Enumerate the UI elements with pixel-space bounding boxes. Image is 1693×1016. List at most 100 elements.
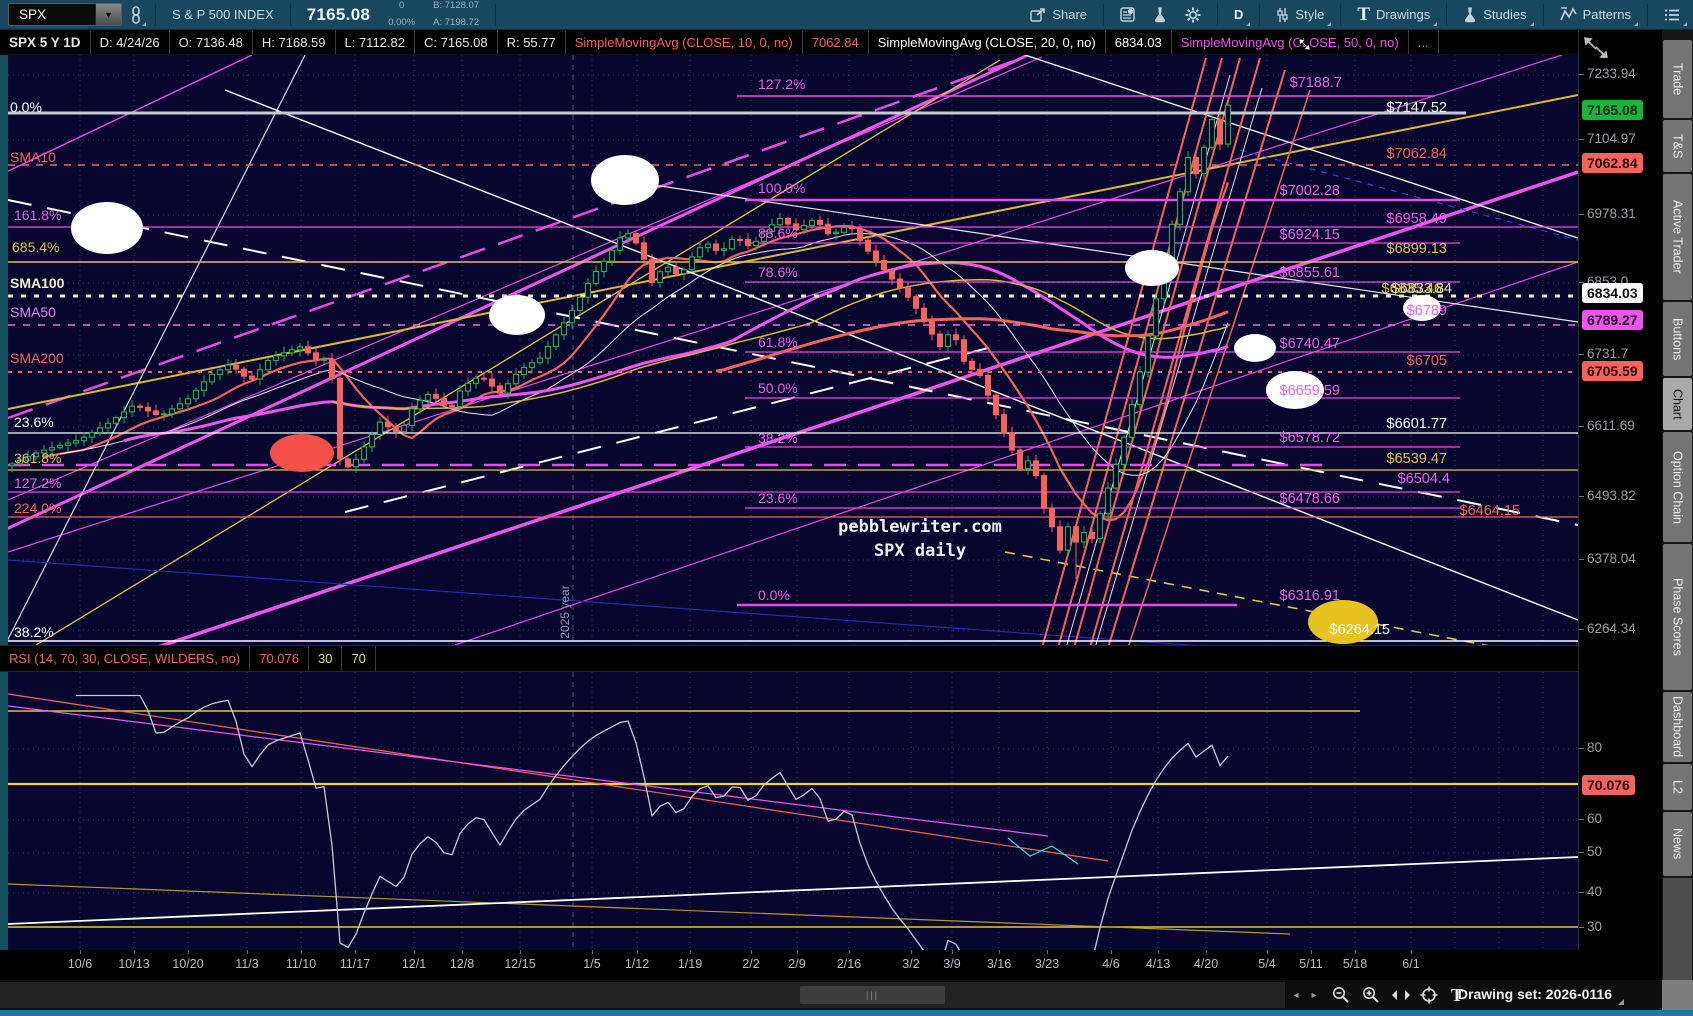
svg-text:88.6%: 88.6% — [758, 225, 798, 241]
svg-text:2025 year: 2025 year — [558, 585, 572, 638]
main-chart-canvas[interactable]: 0.0% SMA10 161.8% 685.4% SMA100 SMA50 SMA200 23… — [0, 55, 1578, 645]
style-button[interactable]: Style — [1267, 0, 1333, 29]
patterns-button[interactable]: Patterns — [1551, 0, 1640, 29]
rsi-header-row: RSI (14, 70, 30, CLOSE, WILDERS, no) 70.… — [0, 645, 1578, 672]
axis-tick: 6378.04 — [1579, 551, 1636, 566]
side-tab-phase-scores[interactable]: Phase Scores — [1663, 544, 1692, 690]
svg-text:$6958.49: $6958.49 — [1387, 211, 1447, 227]
scroll-left-button[interactable]: ◂ — [1293, 989, 1299, 1001]
symbol-dropdown-button[interactable]: ▼ — [95, 4, 121, 25]
side-tab-active-trader[interactable]: Active Trader — [1663, 174, 1692, 300]
flask-icon — [1154, 7, 1166, 22]
trend-lines — [0, 55, 1578, 645]
svg-text:$7002.28: $7002.28 — [1280, 183, 1340, 199]
side-tab-l2[interactable]: L2 — [1663, 764, 1692, 810]
zoom-out-button[interactable] — [1328, 983, 1354, 1007]
side-tab-trade[interactable]: Trade — [1663, 40, 1692, 118]
patterns-icon — [1559, 7, 1577, 21]
side-tab-t-s[interactable]: T&S — [1663, 120, 1692, 172]
link-channel-button[interactable] — [122, 0, 148, 29]
studies-button[interactable]: Studies — [1454, 0, 1535, 29]
drawing-set-label[interactable]: Drawing set: 2026-0116 — [1457, 986, 1612, 1002]
rsi-oversold-level: 30 — [309, 646, 343, 671]
date-tick — [1355, 950, 1356, 954]
date-label: 12/8 — [449, 957, 475, 971]
notes-button[interactable] — [1111, 0, 1144, 29]
svg-text:$6478.66: $6478.66 — [1280, 491, 1340, 507]
divider — [289, 3, 291, 26]
main-chart-svg: 0.0% SMA10 161.8% 685.4% SMA100 SMA50 SMA200 23… — [0, 55, 1578, 645]
expand-horizontal-icon — [1392, 990, 1410, 1000]
svg-text:685.4%: 685.4% — [12, 239, 59, 255]
svg-text:$7062.84: $7062.84 — [1387, 146, 1447, 162]
date-label: 3/23 — [1034, 957, 1060, 971]
study-label[interactable]: SimpleMovingAvg (CLOSE, 10, 0, no) — [566, 30, 803, 54]
svg-text:$6659.59: $6659.59 — [1280, 383, 1340, 399]
date-label: 1/19 — [677, 957, 703, 971]
svg-text:$6578.72: $6578.72 — [1280, 430, 1340, 446]
date-label: 5/11 — [1299, 957, 1323, 971]
trend-lines — [7, 693, 1578, 935]
date-label: 11/10 — [285, 957, 317, 971]
share-icon — [1030, 7, 1046, 22]
side-tab-dashboard[interactable]: Dashboard — [1663, 692, 1692, 762]
chart-menu-button[interactable] — [1655, 0, 1689, 29]
date-label: 1/12 — [624, 957, 650, 971]
chart-scrollbar-track[interactable]: ||| — [0, 982, 1285, 1008]
svg-text:38.2%: 38.2% — [14, 624, 54, 640]
date-tick — [247, 950, 248, 954]
axis-tick: 7233.94 — [1579, 66, 1636, 81]
date-label: 5/18 — [1342, 957, 1368, 971]
timeframe-button[interactable]: D — [1225, 0, 1252, 29]
top-toolbar: SPX ▼ S & P 500 INDEX 7165.08 0 0.00% B:… — [0, 0, 1693, 30]
date-label: 2/9 — [788, 957, 806, 971]
svg-text:$6539.47: $6539.47 — [1387, 451, 1447, 467]
axis-auto-scale-icon[interactable] — [1583, 36, 1609, 58]
pan-mode-button[interactable] — [1416, 983, 1442, 1007]
analyze-button[interactable] — [1144, 0, 1176, 29]
study-label[interactable]: SimpleMovingAvg (CLOSE, 20, 0, no) — [869, 30, 1106, 54]
rsi-overbought-level: 70 — [342, 646, 376, 671]
svg-text:$6504.4: $6504.4 — [1398, 471, 1450, 487]
axis-tick: 6731.7 — [1578, 346, 1629, 361]
cyan-trend-line — [1007, 837, 1079, 865]
svg-text:$7147.52: $7147.52 — [1387, 100, 1447, 116]
date-label: 11/3 — [235, 957, 259, 971]
side-tab-news[interactable]: News — [1663, 812, 1692, 876]
ohlc-field: R: 55.77 — [498, 30, 566, 54]
chart-scrollbar-thumb[interactable]: ||| — [800, 986, 945, 1004]
date-tick — [188, 950, 189, 954]
side-tab-option-chain[interactable]: Option Chain — [1663, 432, 1692, 542]
study-label[interactable]: SimpleMovingAvg (CLOSE, 50, 0, no) — [1172, 30, 1409, 54]
date-axis[interactable]: 10/6 10/13 10/20 11/3 11/10 11/17 12/1 12/8 12/1… — [0, 950, 1662, 980]
text-tool-button[interactable]: T — [1450, 984, 1463, 1005]
rsi-study-label[interactable]: RSI (14, 70, 30, CLOSE, WILDERS, no) — [0, 646, 251, 671]
rsi-pane-canvas[interactable] — [0, 672, 1578, 950]
date-label: 12/1 — [401, 957, 427, 971]
date-label: 1/5 — [583, 957, 601, 971]
symbol-combo[interactable]: SPX ▼ — [8, 3, 122, 26]
svg-text:100.0%: 100.0% — [758, 180, 805, 196]
price-axis[interactable]: 7233.94 7104.97 6978.31 6853.0 6731.7 6611.69… — [1578, 30, 1662, 950]
settings-button[interactable] — [1176, 0, 1210, 29]
zoom-in-button[interactable] — [1358, 983, 1384, 1007]
side-tab-chart[interactable]: Chart — [1663, 378, 1692, 430]
symbol-input[interactable]: SPX — [19, 7, 47, 22]
chart-title[interactable]: SPX 5 Y 1D — [0, 30, 91, 54]
dropdown-corner — [1433, 22, 1438, 26]
svg-text:224.0%: 224.0% — [14, 500, 61, 516]
rsi-svg — [7, 672, 1578, 950]
scroll-right-button[interactable]: ▸ — [1311, 989, 1317, 1001]
drawings-button[interactable]: T Drawings — [1348, 0, 1439, 29]
expand-horizontal-button[interactable] — [1388, 983, 1414, 1007]
chart-header-row: SPX 5 Y 1D D: 4/24/26 O: 7136.48 H: 7168.5… — [0, 30, 1578, 55]
svg-text:$6833.84: $6833.84 — [1392, 281, 1452, 297]
axis-tick: 6493.82 — [1579, 488, 1636, 503]
date-label: 3/16 — [986, 957, 1012, 971]
side-tab-buttons[interactable]: Buttons — [1663, 302, 1692, 376]
date-tick — [462, 950, 463, 954]
dropdown-corner — [1529, 22, 1534, 26]
drawing-ellipses[interactable] — [71, 155, 1441, 644]
share-button[interactable]: Share — [1021, 0, 1096, 29]
svg-text:SMA100: SMA100 — [10, 275, 65, 291]
